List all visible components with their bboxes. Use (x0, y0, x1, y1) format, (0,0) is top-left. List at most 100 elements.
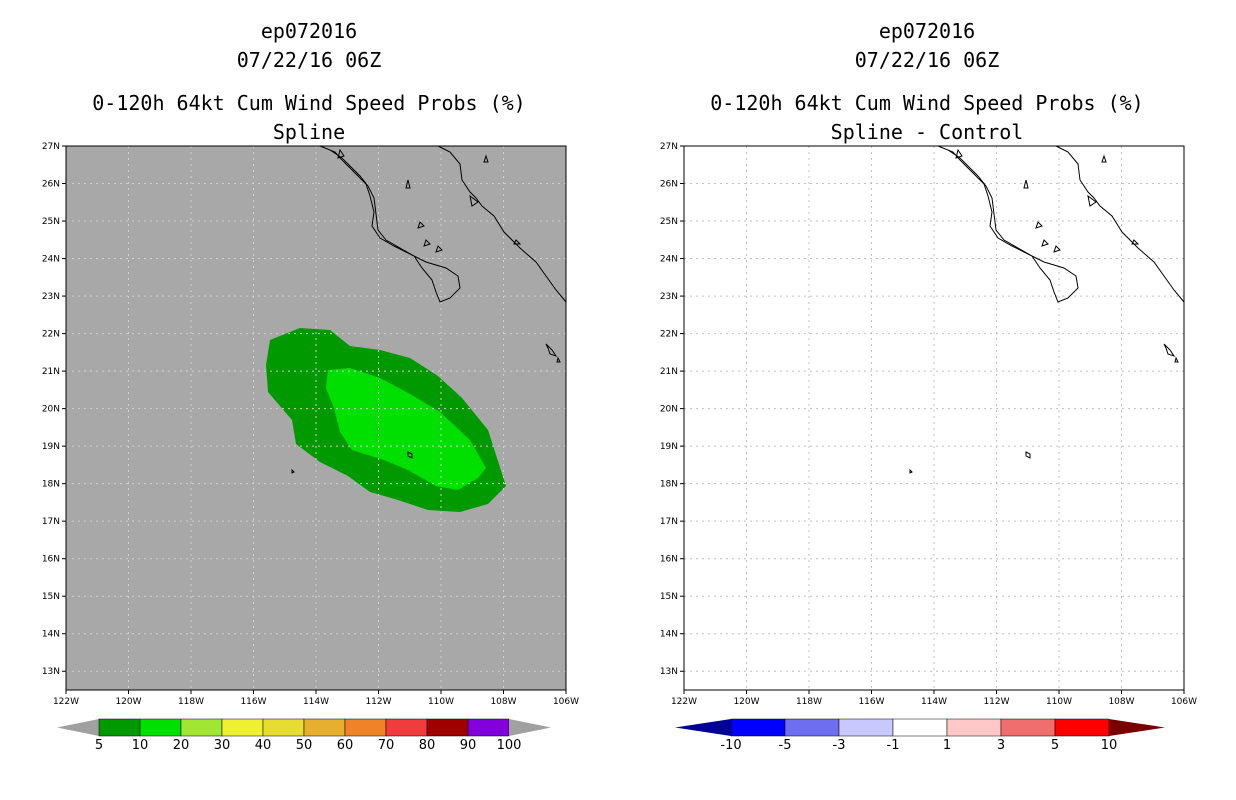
colorbar-right-arrow (509, 719, 551, 736)
colorbar-label: 40 (255, 738, 272, 753)
lon-tick-label: 114W (921, 697, 947, 707)
lat-tick-label: 26N (660, 180, 678, 190)
lon-tick-label: 110W (428, 697, 454, 707)
right-product-title: 0-120h 64kt Cum Wind Speed Probs (%) (710, 91, 1144, 115)
lat-tick-label: 16N (42, 555, 60, 565)
colorbar-swatch (1000, 718, 1056, 737)
colorbar-label: 50 (296, 738, 313, 753)
lon-tick-label: 112W (365, 697, 391, 707)
colorbar-swatch (1054, 718, 1110, 737)
lon-tick-label: 112W (983, 697, 1009, 707)
lat-tick-label: 19N (660, 442, 678, 452)
colorbar-swatch (98, 718, 141, 737)
colorbar-label: 1 (943, 738, 951, 753)
lat-tick-label: 17N (660, 517, 678, 527)
lat-tick-label: 15N (660, 592, 678, 602)
colorbar-label: -3 (833, 738, 846, 753)
left-prob-10-contour (326, 368, 486, 490)
lat-tick-label: 13N (42, 667, 60, 677)
lat-tick-label: 18N (42, 480, 60, 490)
lat-tick-label: 18N (660, 480, 678, 490)
colorbar-label: 70 (378, 738, 395, 753)
lon-tick-label: 122W (671, 697, 697, 707)
lon-tick-label: 122W (53, 697, 79, 707)
lon-tick-label: 114W (303, 697, 329, 707)
right-storm-id: ep072016 (878, 19, 976, 43)
lat-tick-label: 21N (660, 367, 678, 377)
colorbar-left-arrow (57, 719, 99, 736)
right-colorbar: -10 -5 -3 -1 1 3 5 10 (675, 718, 1165, 753)
lat-tick-label: 23N (42, 292, 60, 302)
colorbar-label: 100 (497, 738, 522, 753)
lat-tick-label: 24N (42, 255, 60, 265)
colorbar-swatch (221, 718, 264, 737)
right-coastline (909, 145, 1185, 474)
lon-tick-label: 116W (858, 697, 884, 707)
colorbar-swatch (838, 718, 894, 737)
left-product-title: 0-120h 64kt Cum Wind Speed Probs (%) (92, 91, 526, 115)
lat-tick-label: 27N (42, 142, 60, 152)
lon-tick-label: 118W (178, 697, 204, 707)
left-map: 13N 14N 15N 16N 17N 18N 19N 20N 21N 22N 23N 24N 25N 2… (42, 142, 579, 753)
colorbar-label: -10 (720, 738, 741, 753)
lon-tick-label: 120W (115, 697, 141, 707)
lon-tick-label: 106W (1171, 697, 1197, 707)
right-datetime: 07/22/16 06Z (854, 48, 1000, 72)
colorbar-label: 10 (132, 738, 149, 753)
lat-tick-label: 24N (660, 255, 678, 265)
lat-tick-label: 14N (42, 630, 60, 640)
colorbar-label: 80 (419, 738, 436, 753)
lon-tick-label: 110W (1046, 697, 1072, 707)
colorbar-label: 90 (460, 738, 477, 753)
colorbar-label: -5 (779, 738, 792, 753)
colorbar-swatch (180, 718, 223, 737)
lon-tick-label: 106W (553, 697, 579, 707)
lat-tick-label: 21N (42, 367, 60, 377)
lon-tick-label: 118W (796, 697, 822, 707)
colorbar-swatch (946, 718, 1002, 737)
lat-tick-label: 19N (42, 442, 60, 452)
colorbar-swatch (262, 718, 305, 737)
left-datetime: 07/22/16 06Z (236, 48, 382, 72)
right-subtitle: Spline - Control (830, 120, 1024, 144)
left-coastline (291, 145, 567, 474)
colorbar-swatch (784, 718, 840, 737)
colorbar-label: 5 (95, 738, 103, 753)
colorbar-left-arrow (675, 719, 731, 736)
lat-tick-label: 20N (42, 405, 60, 415)
lon-tick-label: 116W (240, 697, 266, 707)
colorbar-label: 20 (173, 738, 190, 753)
colorbar-label: 3 (997, 738, 1005, 753)
right-map: 13N 14N 15N 16N 17N 18N 19N 20N 21N 22N 23N 24N 25N 2… (660, 142, 1197, 753)
lon-tick-label: 108W (490, 697, 516, 707)
colorbar-swatch (892, 718, 948, 737)
colorbar-label: 5 (1051, 738, 1059, 753)
left-lat-labels: 13N 14N 15N 16N 17N 18N 19N 20N 21N 22N 23N 24N 25N 2… (42, 142, 66, 677)
lat-tick-label: 26N (42, 180, 60, 190)
left-storm-id: ep072016 (260, 19, 358, 43)
left-subtitle: Spline (272, 120, 346, 144)
colorbar-swatch (139, 718, 182, 737)
colorbar-swatch (303, 718, 346, 737)
colorbar-label: 60 (337, 738, 354, 753)
lat-tick-label: 23N (660, 292, 678, 302)
lat-tick-label: 13N (660, 667, 678, 677)
lat-tick-label: 25N (660, 217, 678, 227)
colorbar-label: 30 (214, 738, 231, 753)
colorbar-label: 10 (1101, 738, 1118, 753)
lat-tick-label: 14N (660, 630, 678, 640)
colorbar-swatch (426, 718, 469, 737)
left-colorbar: 5 10 20 30 40 50 60 70 80 90 100 (57, 718, 551, 753)
lat-tick-label: 25N (42, 217, 60, 227)
lat-tick-label: 20N (660, 405, 678, 415)
lat-tick-label: 15N (42, 592, 60, 602)
colorbar-label: -1 (887, 738, 900, 753)
lat-tick-label: 22N (42, 330, 60, 340)
colorbar-right-arrow (1109, 719, 1165, 736)
right-lat-labels: 13N 14N 15N 16N 17N 18N 19N 20N 21N 22N 23N 24N 25N 2… (660, 142, 684, 677)
lat-tick-label: 27N (660, 142, 678, 152)
lat-tick-label: 17N (42, 517, 60, 527)
colorbar-swatch (730, 718, 786, 737)
colorbar-swatch (385, 718, 428, 737)
left-lon-labels: 122W 120W 118W 116W 114W 112W 110W 108W 106W (53, 690, 579, 707)
